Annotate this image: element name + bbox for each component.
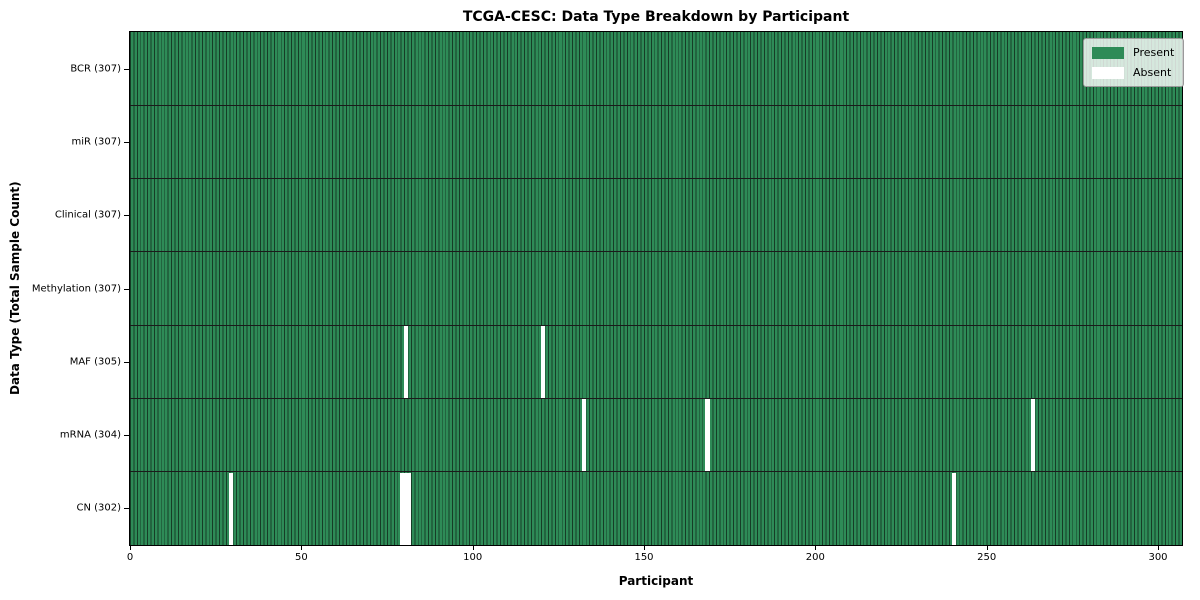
x-tick-mark (301, 546, 303, 550)
x-tick-mark (130, 546, 131, 550)
legend: Present Absent (1083, 38, 1185, 87)
absent-gap-MAF-80 (403, 325, 409, 399)
absent-gap-MAF-120 (540, 325, 546, 399)
y-tick-label-Methylation: Methylation (307) (31, 283, 121, 294)
x-tick-mark (815, 546, 817, 550)
y-tick-mark (124, 508, 129, 510)
row-separator (130, 178, 1182, 180)
present-swatch-icon (1092, 46, 1124, 59)
x-tick-mark (644, 546, 645, 550)
y-tick-label-Clinical: Clinical (307) (54, 209, 121, 221)
x-tick-label-0: 0 (126, 552, 134, 563)
x-tick-label-100: 100 (463, 552, 483, 563)
row-separator (130, 397, 1182, 399)
y-tick-label-CN: CN (302) (76, 502, 121, 514)
absent-gap-CN-81 (407, 472, 412, 545)
y-tick-mark (124, 288, 129, 290)
absent-gap-mRNA-263 (1030, 399, 1036, 472)
absent-gap-CN-29 (228, 472, 234, 545)
absent-gap-CN-240 (951, 472, 957, 545)
x-axis-label: Participant (618, 574, 694, 588)
legend-entry-absent: Absent (1092, 66, 1174, 79)
y-tick-label-BCR: BCR (307) (70, 63, 121, 75)
plot-area (129, 31, 1183, 546)
y-tick-mark (124, 435, 129, 437)
y-tick-mark (124, 361, 129, 363)
absent-gap-mRNA-132 (581, 399, 587, 472)
absent-swatch-icon (1092, 66, 1124, 79)
row-separator (130, 104, 1182, 106)
x-tick-label-50: 50 (294, 552, 308, 563)
y-tick-label-MAF: MAF (305) (69, 356, 121, 368)
chart-title: TCGA-CESC: Data Type Breakdown by Partic… (462, 9, 850, 25)
y-tick-mark (124, 68, 129, 70)
absent-gap-CN-80 (403, 472, 409, 545)
x-tick-label-150: 150 (634, 552, 654, 563)
row-separator (130, 471, 1182, 473)
x-tick-label-250: 250 (977, 552, 997, 563)
x-tick-label-300: 300 (1148, 552, 1168, 563)
x-tick-label-200: 200 (805, 552, 825, 563)
legend-label: Absent (1133, 66, 1172, 79)
y-tick-mark (124, 141, 129, 143)
y-tick-mark (124, 215, 129, 217)
x-tick-mark (1158, 546, 1159, 550)
row-separator (130, 251, 1182, 253)
y-tick-label-miR: miR (307) (71, 136, 121, 148)
legend-label: Present (1133, 46, 1175, 59)
absent-gap-CN-79 (400, 472, 405, 545)
legend-entry-present: Present (1092, 46, 1174, 59)
x-tick-mark (472, 546, 474, 550)
absent-gap-mRNA-168 (705, 399, 710, 472)
x-tick-mark (986, 546, 988, 550)
row-separator (130, 324, 1182, 326)
y-tick-label-mRNA: mRNA (304) (59, 429, 121, 441)
